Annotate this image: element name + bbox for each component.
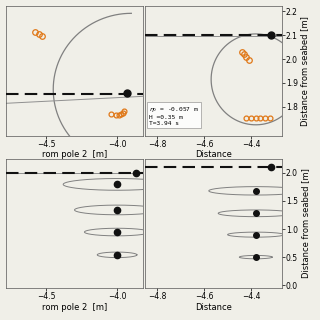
X-axis label: rom pole 2  [m]: rom pole 2 [m]	[42, 302, 107, 312]
X-axis label: Distance: Distance	[195, 150, 232, 159]
X-axis label: rom pole 2  [m]: rom pole 2 [m]	[42, 150, 107, 159]
Y-axis label: Distance from seabed [m]: Distance from seabed [m]	[301, 168, 310, 278]
Y-axis label: Distance from seabed [m]: Distance from seabed [m]	[300, 16, 309, 126]
X-axis label: Distance: Distance	[195, 302, 232, 312]
Text: $\eta_0$ = -0.057 m
H =0.35 m
T=3.94 s: $\eta_0$ = -0.057 m H =0.35 m T=3.94 s	[149, 105, 199, 126]
